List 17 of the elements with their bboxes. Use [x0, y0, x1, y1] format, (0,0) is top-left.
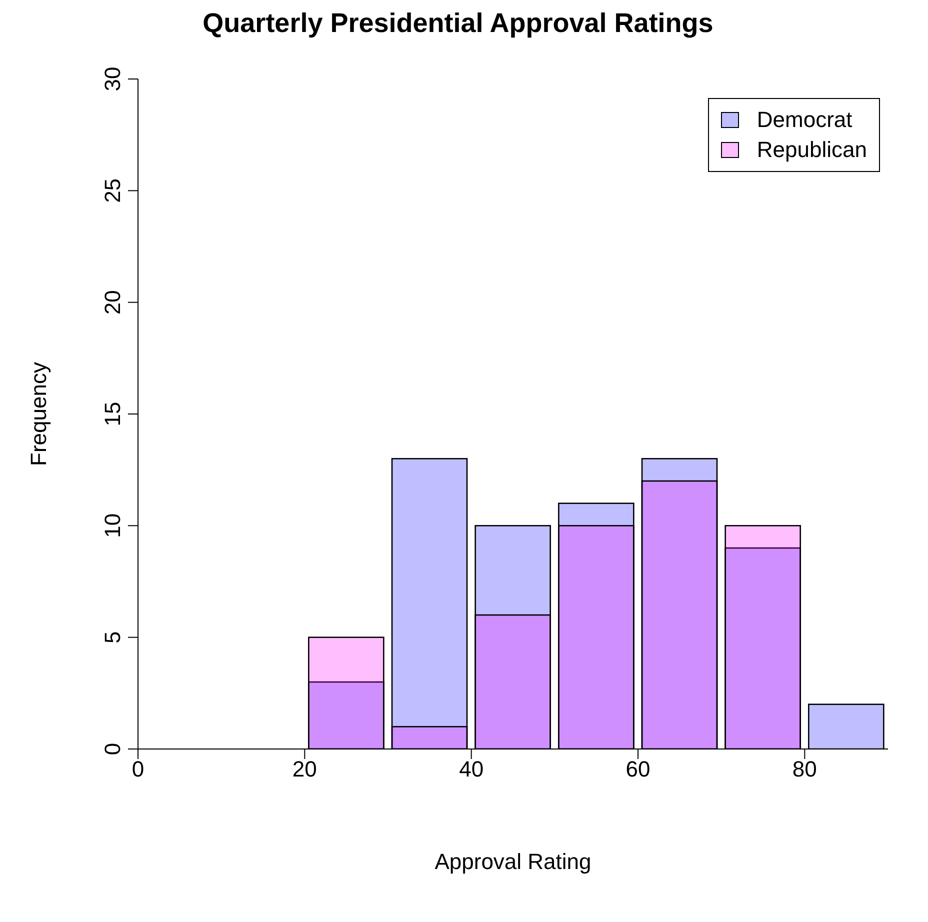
y-axis-title: Frequency [26, 362, 51, 466]
x-axis-title: Approval Rating [434, 849, 592, 874]
chart-title: Quarterly Presidential Approval Ratings [202, 8, 714, 39]
x-tick-label: 80 [792, 756, 817, 782]
legend-label: Republican [756, 136, 867, 164]
x-tick-label: 40 [459, 756, 484, 782]
y-tick-label: 20 [100, 290, 125, 315]
y-tick-label: 25 [100, 178, 125, 203]
y-tick-label: 0 [100, 742, 125, 756]
y-tick-label: 15 [100, 402, 125, 426]
x-tick-label: 60 [626, 756, 650, 782]
legend-label: Democrat [756, 106, 852, 134]
y-tick-label: 5 [100, 631, 125, 644]
x-tick-label: 20 [292, 756, 317, 782]
y-tick-label: 10 [100, 513, 125, 538]
y-tick-label: 30 [100, 66, 125, 92]
x-tick-label: 0 [132, 756, 144, 782]
